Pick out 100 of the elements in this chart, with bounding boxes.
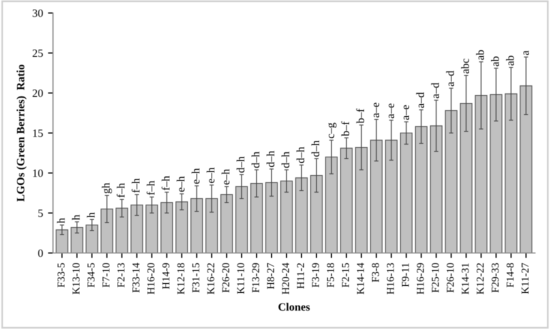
x-tick-label: H14-9 (162, 263, 170, 290)
annotation: h (72, 214, 80, 220)
x-tick-label: F34-5 (88, 263, 95, 288)
bar (520, 85, 532, 253)
x-tick-label: K11-10 (237, 263, 244, 294)
annotation: a (523, 50, 529, 56)
annotation: b–f (356, 108, 364, 124)
annotation: e–h (206, 168, 214, 183)
bar (414, 126, 428, 253)
x-tick-label: H16-13 (386, 263, 394, 294)
x-tick-label: H20-24 (282, 262, 290, 294)
bar (355, 146, 368, 253)
bar (265, 182, 278, 253)
x-tick-label: F14-8 (506, 263, 514, 288)
bar (325, 156, 338, 253)
annotation: a–d (431, 82, 439, 98)
bar (400, 132, 413, 253)
x-tick-label: K14-14 (356, 262, 364, 294)
annotation: gh (102, 182, 112, 194)
y-axis-title: LGOs (Green Berries) Ratio (16, 64, 27, 202)
bar (175, 201, 188, 253)
annotation: d–h (252, 152, 260, 168)
annotation: ab (491, 56, 499, 66)
annotation: h (56, 218, 65, 224)
bar (280, 180, 293, 253)
annotation: ab (506, 56, 514, 66)
annotation: a–d (446, 70, 454, 86)
x-tick-label: F26-10 (446, 263, 454, 293)
x-tick-label: F3-19 (312, 263, 320, 288)
y-tick-label: 30 (32, 9, 43, 17)
y-tick-label: 10 (33, 169, 43, 177)
annotation: abc (461, 58, 469, 74)
x-tick-label: F3-8 (372, 263, 379, 282)
bar (100, 208, 114, 253)
bar (235, 186, 248, 253)
bar (56, 229, 68, 253)
x-tick-label: H11-2 (297, 263, 304, 289)
x-tick-label: F9-11 (402, 263, 409, 287)
x-tick-label: K11-27 (522, 263, 529, 294)
bar (116, 208, 128, 253)
bar (146, 204, 158, 253)
x-tick-label: K12-22 (476, 263, 484, 294)
x-tick-label: K12-18 (177, 263, 184, 294)
annotation: d–h (281, 152, 290, 168)
bar (504, 93, 518, 253)
x-tick-label: H16-20 (147, 263, 154, 294)
annotation: a–e (374, 102, 380, 118)
annotation: a–e (388, 104, 394, 118)
annotation: a–d (416, 92, 424, 108)
annotation: a–e (404, 105, 410, 120)
x-tick-label: F2-15 (342, 263, 349, 288)
bar (474, 94, 488, 253)
x-tick-label: K13-10 (72, 263, 80, 294)
annotation: e–h (222, 169, 230, 185)
x-tick-label: K14-31 (462, 263, 469, 294)
x-tick-label: F13-29 (252, 263, 260, 293)
bar (190, 198, 203, 253)
bar (385, 140, 398, 253)
annotation: f–h (132, 178, 140, 193)
bar (340, 148, 353, 253)
annotation: e–h (176, 176, 185, 192)
x-tick-label: F33-14 (132, 262, 140, 293)
x-tick-label: F26-20 (222, 263, 230, 293)
bar (444, 110, 458, 253)
bar (460, 102, 472, 253)
x-tick-label: F33-5 (58, 263, 65, 288)
x-tick-label: F5-18 (327, 263, 334, 288)
annotation: ab (476, 50, 484, 60)
bar (310, 174, 323, 253)
bar (220, 194, 233, 253)
bar (430, 125, 442, 253)
x-tick-label: F7-10 (102, 263, 110, 288)
x-axis-title: Clones (278, 302, 310, 311)
bar (130, 204, 144, 253)
x-tick-label: H16-29 (416, 263, 424, 294)
annotation: d–h (296, 146, 304, 163)
bar (250, 182, 263, 253)
x-tick-label: H8-27 (267, 263, 274, 290)
bar (205, 198, 218, 253)
x-tick-label: F2-13 (117, 263, 124, 288)
annotation: c–g (328, 122, 336, 138)
annotation: d–h (266, 150, 274, 167)
y-tick-label: 5 (38, 210, 43, 217)
y-tick-label: 20 (32, 89, 43, 97)
annotation: d–h (311, 140, 320, 157)
x-tick-label: F31-15 (192, 263, 200, 293)
x-tick-label: F25-10 (432, 263, 439, 293)
bar (70, 226, 84, 253)
x-tick-label: F29-33 (492, 263, 499, 293)
annotation: d–h (236, 156, 244, 173)
bar (86, 224, 98, 253)
y-tick-label: 25 (32, 49, 43, 57)
bar (370, 140, 383, 253)
y-tick-label: 15 (33, 130, 43, 137)
x-tick-label: K16-22 (207, 263, 214, 294)
bar (490, 94, 502, 253)
annotation: e–h (192, 168, 200, 184)
y-tick-label: 0 (38, 249, 43, 257)
annotation: f–h (146, 180, 154, 196)
bar (160, 202, 174, 253)
